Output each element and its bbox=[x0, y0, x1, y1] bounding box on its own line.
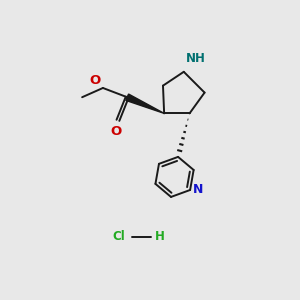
Polygon shape bbox=[126, 94, 164, 113]
Text: O: O bbox=[110, 125, 122, 138]
Text: NH: NH bbox=[186, 52, 206, 65]
Text: Cl: Cl bbox=[113, 230, 125, 244]
Text: N: N bbox=[193, 183, 204, 196]
Text: O: O bbox=[89, 74, 100, 87]
Text: H: H bbox=[154, 230, 164, 244]
